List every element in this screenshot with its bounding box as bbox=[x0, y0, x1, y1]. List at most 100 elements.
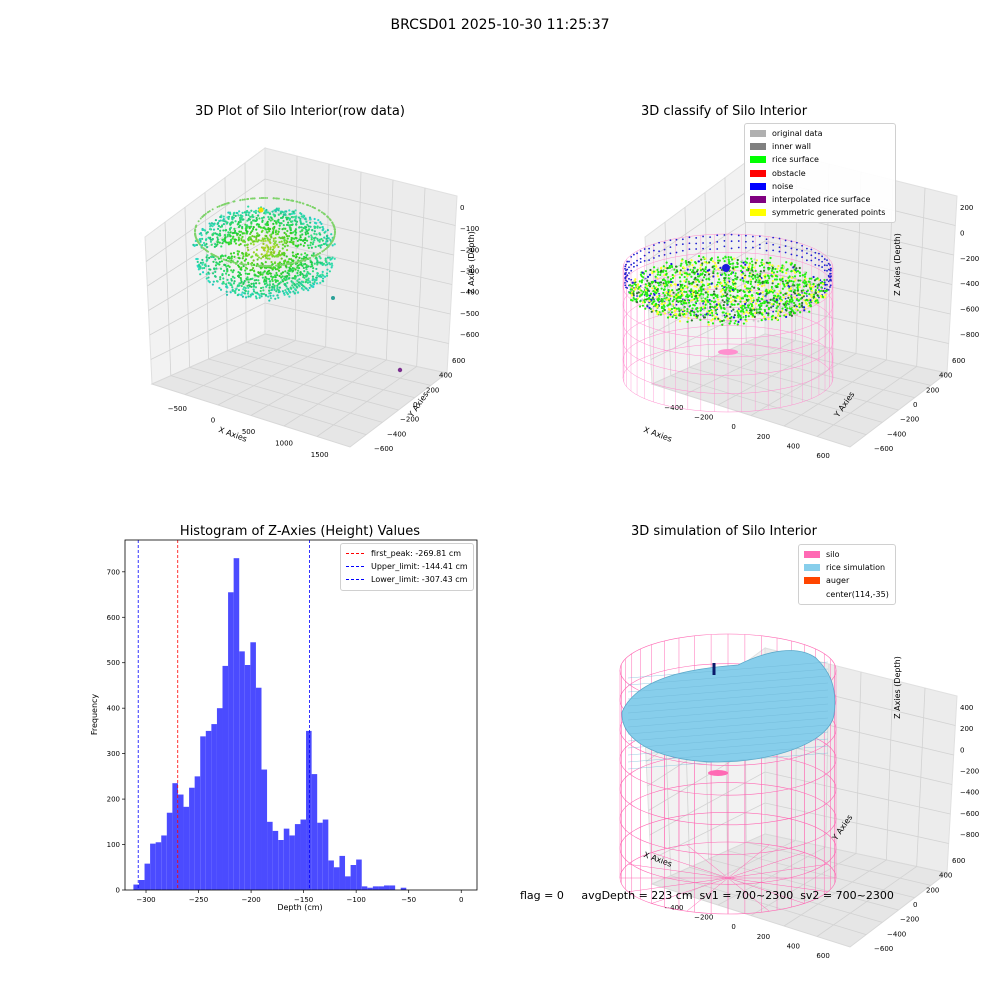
raw-ztick: −600 bbox=[460, 331, 479, 339]
histogram-bar bbox=[339, 855, 346, 890]
legend-label: Lower_limit: -307.43 cm bbox=[371, 575, 468, 585]
figure-title: BRCSD01 2025-10-30 11:25:37 bbox=[390, 17, 610, 33]
histogram-bar bbox=[239, 651, 245, 890]
legend-label: first_peak: -269.81 cm bbox=[371, 549, 462, 559]
classify-axes-box: −400−20002004006006004002000−200−400−600… bbox=[644, 147, 979, 460]
legend-label: silo bbox=[826, 550, 840, 560]
classify-xtick: 0 bbox=[731, 423, 735, 431]
histogram-xlabel: Depth (cm) bbox=[277, 903, 323, 912]
rice-simulation-surface bbox=[621, 650, 836, 763]
legend-label: auger bbox=[826, 576, 850, 586]
classify-ztick: 0 bbox=[960, 229, 964, 237]
classify-legend: original data inner wall rice surface obsta… bbox=[744, 123, 896, 224]
auger-cluster bbox=[722, 264, 730, 272]
histogram-bar bbox=[183, 806, 190, 890]
classify-xtick: −200 bbox=[694, 413, 713, 421]
simulation-ztick: −800 bbox=[960, 831, 979, 839]
histogram-ytick-label: 400 bbox=[107, 705, 120, 713]
simulation-ytick: −400 bbox=[887, 930, 906, 938]
histogram-legend: first_peak: -269.81 cm Upper_limit: -144.… bbox=[340, 543, 474, 591]
histogram-bar bbox=[350, 865, 357, 890]
legend-swatch bbox=[750, 143, 766, 151]
histogram-bar bbox=[244, 665, 251, 890]
legend-label: Upper_limit: -144.41 cm bbox=[371, 562, 468, 572]
histogram-title: Histogram of Z-Axies (Height) Values bbox=[179, 524, 421, 539]
classify-ytick: 400 bbox=[939, 372, 952, 380]
classify-ytick: 200 bbox=[926, 386, 939, 394]
classify-xtick: 600 bbox=[816, 452, 829, 460]
histogram-bar bbox=[222, 665, 229, 890]
histogram-ytick-label: 600 bbox=[107, 614, 120, 622]
legend-swatch bbox=[804, 591, 820, 598]
simulation-xtick: −400 bbox=[664, 904, 683, 912]
legend-item: noise bbox=[750, 180, 890, 193]
classify-xtick: 400 bbox=[787, 443, 800, 451]
legend-label: center(114,-35) bbox=[826, 589, 889, 599]
simulation-ytick: 0 bbox=[913, 901, 917, 909]
histogram-bar bbox=[300, 819, 307, 890]
classify-plot-title: 3D classify of Silo Interior bbox=[640, 104, 808, 119]
legend-swatch bbox=[750, 156, 766, 164]
simulation-scene bbox=[619, 633, 837, 915]
histogram-bar bbox=[211, 724, 217, 890]
silo-bottom-center bbox=[718, 349, 738, 355]
histogram-ytick-label: 100 bbox=[107, 841, 120, 849]
simulation-ztick: −200 bbox=[960, 768, 979, 776]
histogram-bar bbox=[283, 828, 290, 890]
raw-ytick: 400 bbox=[439, 372, 452, 380]
legend-swatch bbox=[750, 209, 766, 217]
histogram-bar bbox=[233, 558, 240, 890]
histogram-xtick-label: −150 bbox=[294, 896, 313, 904]
histogram-bar bbox=[345, 876, 351, 890]
silo-bottom-center bbox=[708, 770, 728, 776]
simulation-3d-plot: −400−20002004006006004002000−200−400−600… bbox=[619, 633, 979, 960]
legend-label: interpolated rice surface bbox=[772, 195, 871, 205]
histogram-bar bbox=[194, 776, 201, 890]
raw-ztick: −300 bbox=[460, 268, 479, 276]
legend-item: Lower_limit: -307.43 cm bbox=[346, 573, 468, 586]
histogram-bar bbox=[161, 835, 167, 890]
simulation-xtick: 200 bbox=[757, 933, 770, 941]
legend-item: symmetric generated points bbox=[750, 206, 890, 219]
histogram-xtick-label: −300 bbox=[136, 896, 155, 904]
legend-item: Upper_limit: -144.41 cm bbox=[346, 560, 468, 573]
histogram-bar bbox=[311, 774, 318, 890]
simulation-xtick: 600 bbox=[816, 952, 829, 960]
histogram-xtick-label: −100 bbox=[347, 896, 366, 904]
raw-zlabel: Z Axies (Depth) bbox=[466, 231, 476, 294]
simulation-ytick: 400 bbox=[939, 872, 952, 880]
histogram-bar bbox=[261, 769, 268, 890]
legend-label: inner wall bbox=[772, 142, 812, 152]
raw-ztick: −100 bbox=[460, 225, 479, 233]
raw-outlier-point bbox=[331, 296, 335, 300]
classify-ztick: −200 bbox=[960, 255, 979, 263]
raw-highlight-point bbox=[258, 207, 264, 213]
histogram-frame bbox=[124, 539, 478, 891]
raw-xtick: 500 bbox=[242, 428, 255, 436]
legend-item: first_peak: -269.81 cm bbox=[346, 547, 468, 560]
histogram-bars bbox=[133, 558, 407, 890]
raw-xtick: 0 bbox=[211, 416, 215, 424]
legend-swatch bbox=[750, 182, 766, 190]
simulation-ytick: 200 bbox=[926, 886, 939, 894]
simulation-plot-title: 3D simulation of Silo Interior bbox=[631, 524, 817, 539]
histogram-bar bbox=[389, 885, 396, 890]
histogram-xtick-label: −200 bbox=[241, 896, 260, 904]
raw-ztick: −500 bbox=[460, 310, 479, 318]
histogram-bar bbox=[205, 730, 212, 890]
histogram-bar bbox=[367, 887, 373, 890]
simulation-ytick: −200 bbox=[900, 916, 919, 924]
classify-zlabel: Z Axies (Depth) bbox=[892, 233, 902, 296]
histogram-bar bbox=[150, 843, 156, 890]
histogram-bar bbox=[250, 642, 256, 890]
simulation-xtick: 0 bbox=[731, 923, 735, 931]
classify-ytick: 600 bbox=[952, 357, 965, 365]
histogram-bar bbox=[294, 824, 301, 890]
legend-item: inner wall bbox=[750, 140, 890, 153]
classify-xtick: 200 bbox=[757, 433, 770, 441]
legend-item: rice simulation bbox=[804, 561, 890, 574]
raw-outlier-point bbox=[397, 367, 403, 373]
raw-ztick: 0 bbox=[460, 204, 464, 212]
